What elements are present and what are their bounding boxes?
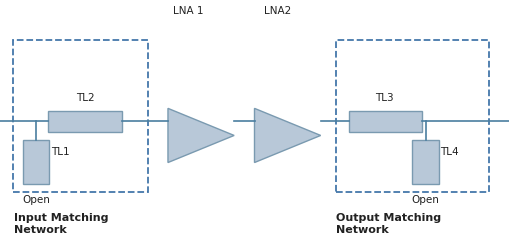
Bar: [349, 111, 422, 132]
Text: Open: Open: [22, 195, 50, 205]
Text: LNA 1: LNA 1: [173, 6, 204, 16]
Text: Output Matching
Network: Output Matching Network: [336, 213, 441, 235]
Bar: [336, 40, 489, 192]
Bar: [48, 111, 122, 132]
Text: TL3: TL3: [375, 93, 393, 103]
Bar: [412, 140, 439, 184]
Polygon shape: [254, 108, 321, 163]
Text: TL1: TL1: [51, 147, 70, 158]
Bar: [13, 40, 148, 192]
Text: Input Matching
Network: Input Matching Network: [14, 213, 109, 235]
Bar: [23, 140, 49, 184]
Polygon shape: [168, 108, 234, 163]
Text: Open: Open: [412, 195, 439, 205]
Text: TL4: TL4: [440, 147, 459, 158]
Text: TL2: TL2: [76, 93, 95, 103]
Text: LNA2: LNA2: [264, 6, 291, 16]
